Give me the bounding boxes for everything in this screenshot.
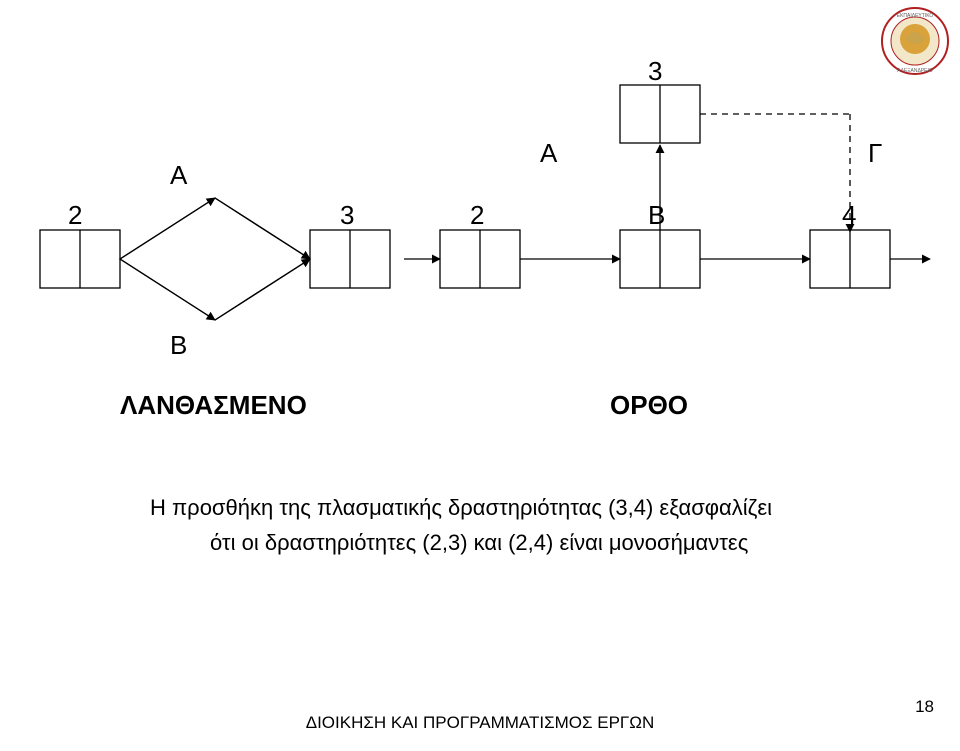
left-label-A: Α xyxy=(170,160,187,191)
left-caption: ΛΑΝΘΑΣΜΕΝΟ xyxy=(120,390,307,421)
right-label-4: 4 xyxy=(842,200,856,231)
explain-line-2: ότι οι δραστηριότητες (2,3) και (2,4) εί… xyxy=(210,530,748,556)
explain-line-1: Η προσθήκη της πλασματικής δραστηριότητα… xyxy=(150,495,772,521)
left-label-B: Β xyxy=(170,330,187,361)
left-label-2: 2 xyxy=(68,200,82,231)
page-number: 18 xyxy=(915,697,934,717)
right-label-B: Β xyxy=(648,200,665,231)
right-label-2: 2 xyxy=(470,200,484,231)
right-caption: ΟΡΘΟ xyxy=(610,390,688,421)
right-label-3: 3 xyxy=(648,56,662,87)
right-label-A: Α xyxy=(540,138,557,169)
footer-text: ΔΙΟΙΚΗΣΗ ΚΑΙ ΠΡΟΓΡΑΜΜΑΤΙΣΜΟΣ ΕΡΓΩΝ xyxy=(0,713,960,733)
left-label-3: 3 xyxy=(340,200,354,231)
right-label-G: Γ xyxy=(868,138,882,169)
